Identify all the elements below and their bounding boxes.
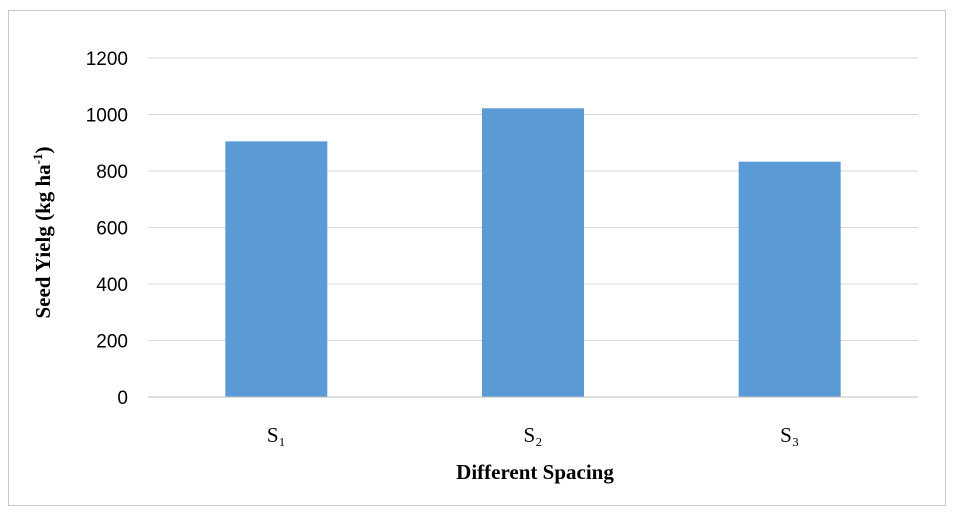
y-tick-label: 600 — [96, 219, 128, 240]
x-tick-label: S₃ — [780, 423, 799, 447]
y-tick-label: 0 — [117, 388, 128, 409]
y-axis-title-close: ) — [31, 146, 55, 153]
x-axis-title: Different Spacing — [456, 460, 614, 484]
y-tick-label: 1000 — [86, 106, 128, 127]
y-tick-label: 400 — [96, 275, 128, 296]
bar-3 — [738, 161, 841, 397]
x-tick-labels: S₁ S₂ S₃ — [267, 423, 799, 447]
bars — [225, 108, 841, 397]
y-tick-label: 200 — [96, 332, 128, 353]
y-axis-title-superscript: -1 — [30, 153, 45, 164]
y-tick-labels: 0 200 400 600 800 1000 1200 — [86, 49, 128, 409]
bar-1 — [225, 141, 328, 397]
y-tick-label: 800 — [96, 162, 128, 183]
y-tick-label: 1200 — [86, 49, 128, 70]
x-tick-label: S₁ — [267, 423, 286, 447]
bar-2 — [482, 108, 584, 397]
y-axis-title: Seed Yielg (kg ha-1) — [30, 146, 55, 318]
y-axis-title-main: Seed Yielg (kg ha — [31, 164, 55, 319]
x-tick-label: S₂ — [523, 423, 542, 447]
